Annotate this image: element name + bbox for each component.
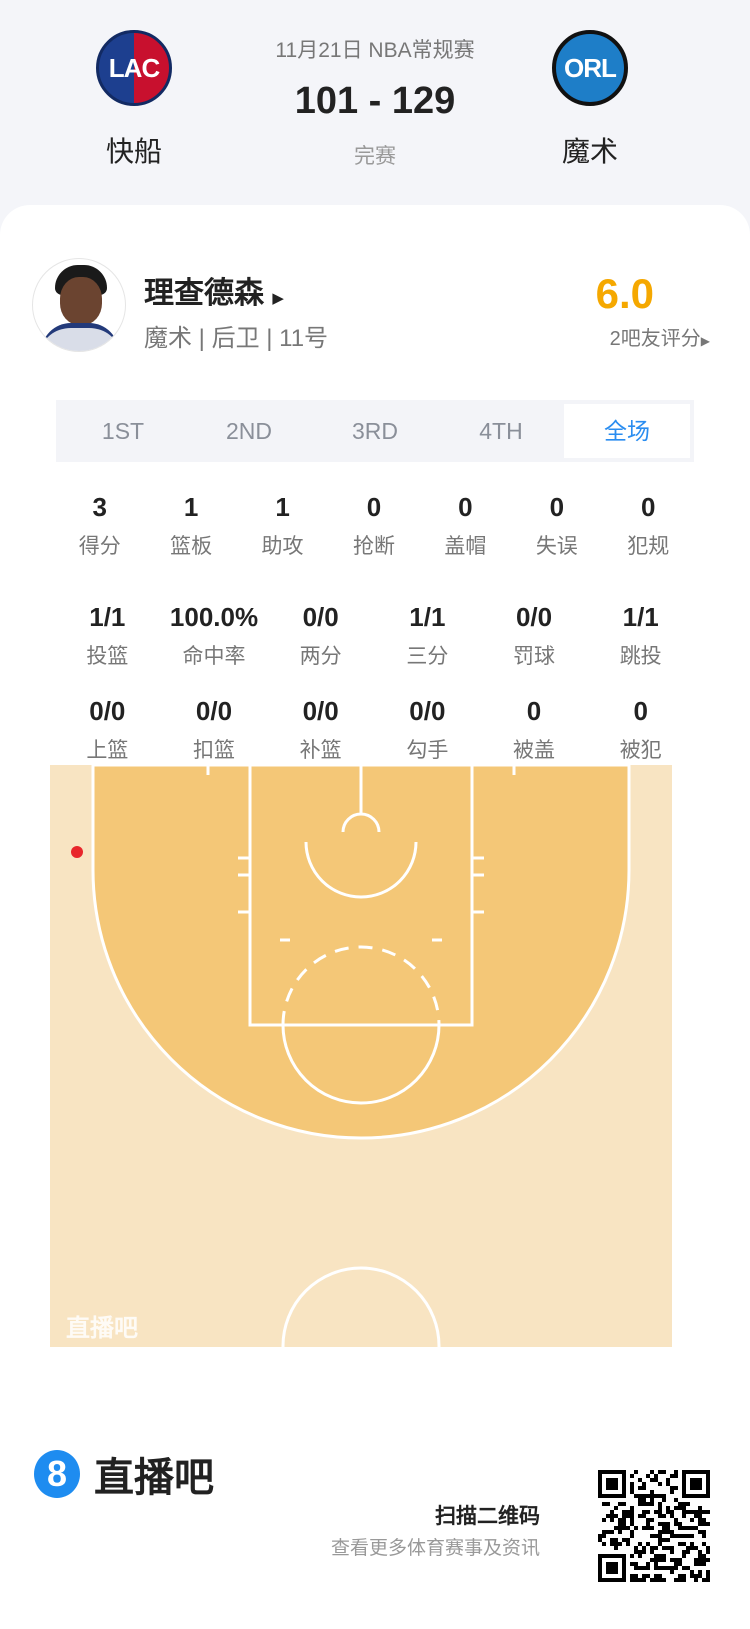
stat-label: 三分 bbox=[406, 645, 449, 668]
brand-logo: 8 直播吧 bbox=[34, 1445, 214, 1503]
game-date-league: 11月21日 NBA常规赛 bbox=[275, 39, 475, 62]
stat-value: 0 bbox=[458, 492, 473, 522]
stat-item: 0/0 补篮 bbox=[267, 696, 374, 764]
court-watermark: 直播吧 bbox=[66, 1315, 138, 1342]
home-team-name[interactable]: 快船 bbox=[105, 136, 162, 167]
stat-value: 0 bbox=[526, 696, 542, 726]
stat-value: 0/0 bbox=[89, 696, 126, 726]
tab-2nd[interactable]: 2ND bbox=[225, 418, 272, 444]
stat-label: 补篮 bbox=[299, 739, 342, 762]
stat-label: 助攻 bbox=[261, 535, 304, 558]
brand-8-icon: 8 bbox=[34, 1450, 80, 1498]
stat-item: 0 犯规 bbox=[603, 492, 694, 560]
caret-right-icon: ▶ bbox=[272, 290, 284, 307]
stat-label: 盖帽 bbox=[444, 535, 487, 558]
stat-label: 罚球 bbox=[513, 645, 556, 668]
player-avatar[interactable] bbox=[32, 258, 126, 352]
stat-label: 篮板 bbox=[170, 535, 213, 558]
stat-item: 0/0 上篮 bbox=[54, 696, 161, 764]
stat-value: 1/1 bbox=[622, 602, 659, 632]
scan-qr-label: 扫描二维码 bbox=[435, 1505, 540, 1528]
stat-item: 1/1 投篮 bbox=[54, 602, 161, 670]
stat-value: 0 bbox=[366, 492, 382, 522]
stat-item: 0/0 勾手 bbox=[374, 696, 481, 764]
stat-label: 勾手 bbox=[406, 739, 449, 762]
stat-item: 0 抢断 bbox=[328, 492, 419, 560]
tab-1st[interactable]: 1ST bbox=[101, 418, 145, 444]
stat-item: 0 失误 bbox=[511, 492, 602, 560]
stat-item: 1 助攻 bbox=[237, 492, 328, 560]
score: 101 - 129 bbox=[294, 80, 456, 122]
player-info: 魔术 | 后卫 | 11号 bbox=[144, 325, 329, 352]
stat-item: 0 盖帽 bbox=[420, 492, 511, 560]
player-name: 理查德森 bbox=[144, 277, 264, 310]
stat-value: 1/1 bbox=[409, 602, 446, 632]
stat-label: 得分 bbox=[78, 535, 121, 558]
stats-row-shooting: 1/1 投篮 100.0% 命中率 0/0 两分 1/1 三分 0/0 罚球 1/1 跳投 bbox=[54, 602, 694, 670]
stat-label: 命中率 bbox=[182, 645, 246, 668]
orl-logo: ORL bbox=[552, 30, 628, 106]
stat-value: 0/0 bbox=[195, 696, 233, 726]
stat-value: 1 bbox=[183, 492, 199, 522]
stat-value: 100.0% bbox=[169, 602, 259, 632]
stat-item: 0 被犯 bbox=[587, 696, 694, 764]
stat-value: 3 bbox=[92, 492, 107, 522]
stat-value: 0 bbox=[633, 696, 648, 726]
stat-value: 0/0 bbox=[409, 696, 446, 726]
stat-value: 0/0 bbox=[515, 602, 553, 632]
stat-item: 0 被盖 bbox=[481, 696, 588, 764]
stat-label: 跳投 bbox=[619, 645, 662, 668]
tab-full-game[interactable]: 全场 bbox=[564, 404, 690, 458]
game-status: 完赛 bbox=[354, 145, 396, 168]
qr-code[interactable] bbox=[598, 1470, 710, 1582]
shot-marker-made[interactable] bbox=[71, 846, 83, 858]
player-name-link[interactable]: 理查德森 ▶ bbox=[144, 268, 284, 312]
stat-label: 被犯 bbox=[619, 739, 662, 762]
stat-label: 犯规 bbox=[627, 535, 670, 558]
stat-item: 0/0 扣篮 bbox=[161, 696, 268, 764]
stat-value: 1/1 bbox=[89, 602, 126, 632]
tab-3rd[interactable]: 3RD bbox=[351, 418, 398, 444]
stats-row-shot-types: 0/0 上篮 0/0 扣篮 0/0 补篮 0/0 勾手 0 被盖 0 被犯 bbox=[54, 696, 694, 764]
stat-label: 两分 bbox=[299, 645, 342, 668]
stat-value: 0 bbox=[549, 492, 565, 522]
rating-link[interactable]: 2吧友评分▶ bbox=[609, 328, 710, 350]
stat-value: 0 bbox=[641, 492, 656, 522]
stat-label: 抢断 bbox=[352, 535, 395, 558]
stat-label: 上篮 bbox=[86, 739, 129, 762]
shot-chart-court bbox=[50, 765, 672, 1347]
stat-item: 0/0 两分 bbox=[267, 602, 374, 670]
stat-value: 0/0 bbox=[302, 696, 339, 726]
stat-label: 扣篮 bbox=[193, 739, 235, 762]
away-team-name[interactable]: 魔术 bbox=[561, 136, 618, 167]
stat-item: 1 篮板 bbox=[145, 492, 236, 560]
stats-row-basic: 3 得分 1 篮板 1 助攻 0 抢断 0 盖帽 0 失误 0 犯规 bbox=[54, 492, 694, 560]
stat-item: 0/0 罚球 bbox=[481, 602, 588, 670]
stat-item: 100.0% 命中率 bbox=[161, 602, 268, 670]
stat-item: 1/1 跳投 bbox=[587, 602, 694, 670]
stat-label: 被盖 bbox=[513, 739, 556, 762]
period-tabs: 1ST 2ND 3RD 4TH 全场 bbox=[56, 400, 694, 462]
tab-4th[interactable]: 4TH bbox=[479, 418, 523, 444]
player-rating: 6.0 bbox=[595, 270, 654, 317]
stat-item: 3 得分 bbox=[54, 492, 145, 560]
scan-qr-sub: 查看更多体育赛事及资讯 bbox=[330, 1538, 540, 1559]
stat-label: 投篮 bbox=[86, 645, 129, 668]
stat-item: 1/1 三分 bbox=[374, 602, 481, 670]
stat-value: 1 bbox=[275, 492, 290, 522]
stat-value: 0/0 bbox=[302, 602, 339, 632]
stat-label: 失误 bbox=[535, 535, 578, 558]
lac-logo: LAC bbox=[96, 30, 172, 106]
caret-right-icon: ▶ bbox=[700, 334, 710, 348]
